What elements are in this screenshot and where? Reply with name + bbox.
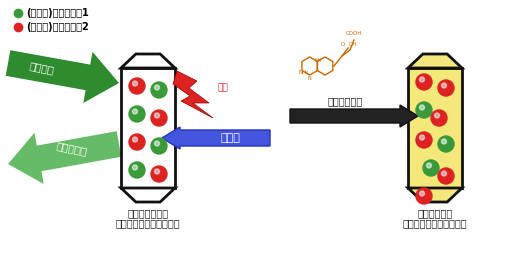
Circle shape: [132, 137, 138, 142]
Polygon shape: [408, 54, 462, 68]
Polygon shape: [121, 188, 175, 202]
Polygon shape: [121, 68, 175, 188]
Text: 抗腫瘍効果: 抗腫瘍効果: [56, 141, 88, 157]
Polygon shape: [408, 188, 462, 202]
Circle shape: [155, 169, 160, 174]
Text: 水酸アパタイトナノ粒子: 水酸アパタイトナノ粒子: [403, 218, 467, 228]
FancyArrow shape: [162, 127, 270, 149]
Text: 紫外線: 紫外線: [220, 133, 240, 143]
Circle shape: [129, 106, 145, 122]
Text: 蛍光: 蛍光: [217, 83, 228, 92]
Circle shape: [442, 171, 447, 176]
Circle shape: [151, 138, 167, 154]
Circle shape: [129, 78, 145, 94]
Circle shape: [155, 113, 160, 118]
FancyArrow shape: [290, 105, 418, 127]
Circle shape: [416, 74, 432, 90]
Circle shape: [151, 110, 167, 126]
Circle shape: [442, 139, 447, 144]
Circle shape: [132, 109, 138, 114]
Text: N: N: [308, 76, 312, 81]
Circle shape: [419, 135, 424, 140]
Polygon shape: [408, 68, 462, 188]
Text: 水酸アパタイトナノ粒子: 水酸アパタイトナノ粒子: [116, 218, 180, 228]
Text: (希土類)金属イオン1: (希土類)金属イオン1: [26, 8, 89, 18]
Circle shape: [151, 166, 167, 182]
Circle shape: [419, 77, 424, 82]
Text: がん細胞標的: がん細胞標的: [417, 208, 452, 218]
Circle shape: [155, 141, 160, 146]
Circle shape: [427, 163, 432, 168]
Polygon shape: [6, 50, 119, 103]
Circle shape: [423, 160, 439, 176]
Circle shape: [438, 136, 454, 152]
Circle shape: [151, 82, 167, 98]
Circle shape: [416, 188, 432, 204]
Polygon shape: [121, 54, 175, 68]
Text: (希土類)金属イオン2: (希土類)金属イオン2: [26, 22, 89, 32]
Text: 標的リガンド: 標的リガンド: [327, 96, 362, 106]
Text: OH: OH: [349, 42, 357, 47]
Circle shape: [132, 165, 138, 170]
Circle shape: [438, 80, 454, 96]
Circle shape: [416, 132, 432, 148]
Circle shape: [416, 102, 432, 118]
Circle shape: [442, 83, 447, 88]
Text: COOH: COOH: [346, 31, 362, 36]
Text: O: O: [341, 42, 345, 47]
Circle shape: [431, 110, 447, 126]
Circle shape: [438, 168, 454, 184]
Text: NH₂: NH₂: [298, 70, 309, 75]
Text: セラノステック: セラノステック: [127, 208, 169, 218]
Circle shape: [419, 105, 424, 110]
Circle shape: [419, 191, 424, 196]
Circle shape: [129, 162, 145, 178]
Text: 外部刺激: 外部刺激: [29, 60, 55, 76]
Text: NH: NH: [314, 58, 322, 63]
Circle shape: [434, 113, 439, 118]
Circle shape: [132, 81, 138, 86]
Polygon shape: [173, 71, 213, 118]
Circle shape: [129, 134, 145, 150]
Circle shape: [155, 85, 160, 90]
Polygon shape: [8, 131, 121, 184]
